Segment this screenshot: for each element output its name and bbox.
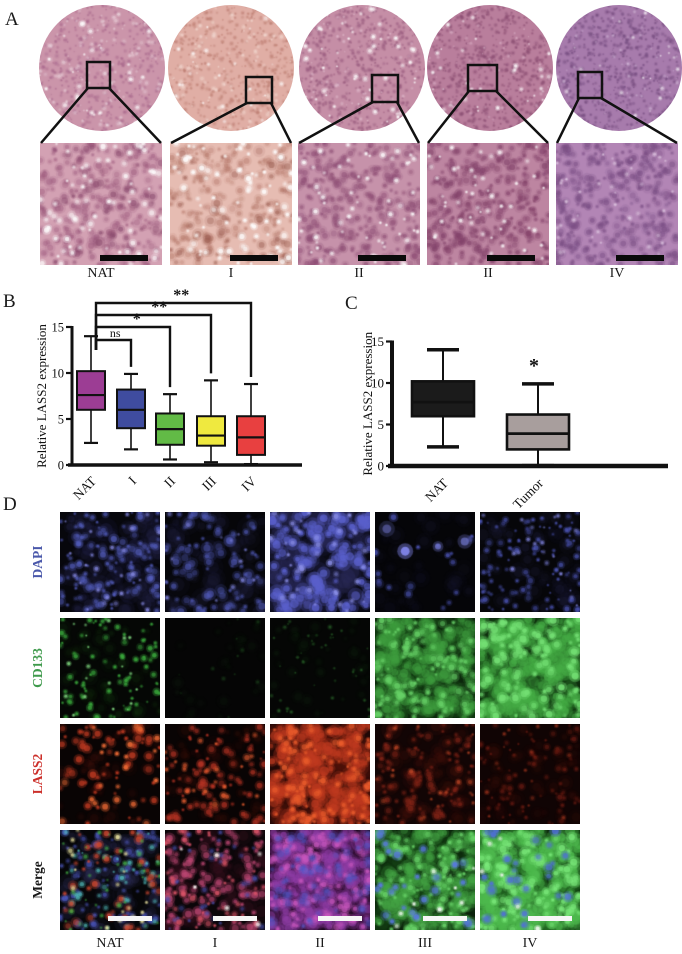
svg-text:NAT: NAT (70, 473, 100, 503)
if-tile-cd133-ii (270, 618, 370, 718)
scale-bar (100, 255, 148, 261)
svg-text:III: III (199, 473, 219, 493)
scale-bar (108, 916, 152, 921)
svg-text:15: 15 (52, 321, 65, 335)
if-tile-lass2-ii (270, 724, 370, 824)
svg-text:*: * (529, 355, 539, 377)
sample-label: NAT (87, 266, 115, 281)
if-tile-merge-iv (480, 830, 580, 930)
scale-bar (358, 255, 406, 261)
if-tile-dapi-nat (60, 512, 160, 612)
sample-label: II (354, 266, 364, 281)
scale-bar (318, 916, 362, 921)
callout-box-and-lines-nat (40, 60, 162, 144)
svg-text:Tumor: Tumor (510, 475, 547, 512)
tissue-core-nat (39, 5, 165, 131)
if-tile-dapi-iv (480, 512, 580, 612)
tissue-inset-grade3 (427, 143, 549, 265)
tissue-core-grade3 (427, 5, 553, 131)
if-tile-lass2-iii (375, 724, 475, 824)
if-tile-dapi-i (165, 512, 265, 612)
if-tile-dapi-ii (270, 512, 370, 612)
channel-label-merge: Merge (30, 861, 45, 899)
tissue-inset-grade1 (170, 143, 292, 265)
if-tile-lass2-nat (60, 724, 160, 824)
tissue-core-grade1 (168, 5, 294, 131)
svg-text:5: 5 (378, 417, 385, 432)
scale-bar (423, 916, 467, 921)
tissue-inset-grade2 (298, 143, 420, 265)
if-tile-lass2-i (165, 724, 265, 824)
svg-text:NAT: NAT (422, 475, 452, 505)
if-tile-dapi-iii (375, 512, 475, 612)
scale-bar (528, 916, 572, 921)
svg-text:**: ** (151, 299, 167, 316)
callout-box-and-lines-grade1 (170, 75, 293, 145)
svg-text:15: 15 (371, 334, 384, 349)
grade-label-ii: II (315, 936, 325, 951)
svg-text:II: II (161, 473, 178, 490)
svg-text:*: * (133, 311, 141, 328)
scale-bar (616, 255, 664, 261)
svg-text:Relative LASS2 expression: Relative LASS2 expression (34, 324, 49, 468)
scale-bar (230, 255, 278, 261)
svg-text:Relative LASS2 expression: Relative LASS2 expression (360, 331, 375, 475)
svg-text:0: 0 (378, 459, 385, 474)
panel-b-letter: B (3, 291, 16, 312)
if-tile-cd133-nat (60, 618, 160, 718)
if-tile-cd133-iv (480, 618, 580, 718)
svg-text:10: 10 (371, 376, 384, 391)
svg-text:10: 10 (52, 367, 65, 381)
scale-bar (213, 916, 257, 921)
panel-c-letter: C (345, 293, 358, 314)
svg-text:I: I (125, 473, 139, 487)
if-tile-merge-i (165, 830, 265, 930)
grade-label-iv: IV (522, 936, 538, 951)
svg-text:0: 0 (58, 459, 64, 473)
channel-label-cd133: CD133 (30, 648, 45, 688)
callout-box-and-lines-grade3 (427, 63, 549, 144)
panel-d-letter: D (3, 494, 17, 515)
svg-text:ns: ns (110, 326, 121, 340)
grade-label-iii: III (418, 936, 432, 951)
if-tile-cd133-i (165, 618, 265, 718)
tissue-inset-nat (40, 143, 162, 265)
svg-text:IV: IV (238, 473, 259, 494)
channel-label-dapi: DAPI (30, 545, 45, 579)
grade-label-i: I (212, 936, 218, 951)
if-tile-cd133-iii (375, 618, 475, 718)
tissue-core-grade2 (299, 5, 425, 131)
callout-box-and-lines-grade4 (555, 70, 678, 145)
if-tile-merge-nat (60, 830, 160, 930)
scale-bar (487, 255, 535, 261)
inset-callout-overlay (40, 60, 678, 145)
channel-label-lass2: LASS2 (30, 753, 45, 795)
svg-text:5: 5 (58, 413, 64, 427)
sample-label: IV (609, 266, 625, 281)
sample-label: I (228, 266, 234, 281)
sample-label: II (483, 266, 493, 281)
if-tile-lass2-iv (480, 724, 580, 824)
svg-text:**: ** (173, 287, 189, 304)
if-tile-merge-iii (375, 830, 475, 930)
if-tile-merge-ii (270, 830, 370, 930)
grade-label-nat: NAT (96, 936, 124, 951)
callout-box-and-lines-grade2 (298, 73, 421, 145)
panel-a-letter: A (5, 9, 19, 30)
tissue-inset-grade4 (556, 143, 678, 265)
